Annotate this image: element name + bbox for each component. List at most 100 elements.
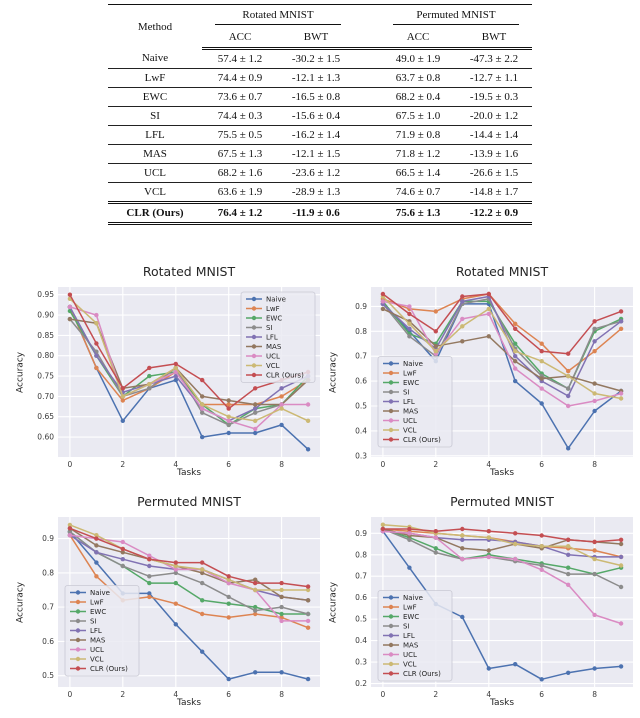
svg-text:0.65: 0.65 <box>37 412 54 421</box>
table-row-clr-ours: CLR (Ours) 76.4 ± 1.2 -11.9 ± 0.6 75.6 ± 1.… <box>108 201 532 225</box>
svg-text:0.85: 0.85 <box>37 331 54 340</box>
svg-text:0.6: 0.6 <box>355 593 367 602</box>
chart-rotated-mnist-left: 0.60 0.65 0.70 0.75 0.80 0.85 0.90 0.95 0 2 4 6 8 Nai… <box>14 263 324 487</box>
svg-text:SI: SI <box>266 324 273 332</box>
svg-text:MAS: MAS <box>403 407 419 415</box>
svg-text:UCL: UCL <box>266 352 280 360</box>
value-cell: 67.5 ± 1.0 <box>380 106 456 126</box>
table-subheader-acc-rotated: ACC <box>202 28 278 50</box>
table-subheader-bwt-permuted: BWT <box>456 28 532 50</box>
spacer-cell <box>354 87 380 107</box>
value-cell: 74.4 ± 0.3 <box>202 106 278 126</box>
plot-area: 0.60 0.65 0.70 0.75 0.80 0.85 0.90 0.95 0 2 4 6 8 Nai… <box>37 287 320 469</box>
value-cell: -12.1 ± 1.3 <box>278 68 354 88</box>
x-axis-label: Tasks <box>176 698 202 708</box>
table-subheader-acc-permuted: ACC <box>380 28 456 50</box>
svg-text:0.8: 0.8 <box>42 568 54 577</box>
svg-text:VCL: VCL <box>90 655 104 663</box>
svg-text:VCL: VCL <box>266 362 280 370</box>
svg-text:CLR (Ours): CLR (Ours) <box>266 371 304 379</box>
svg-text:6: 6 <box>226 690 231 699</box>
svg-text:0.6: 0.6 <box>42 637 54 646</box>
value-cell: -12.2 ± 0.9 <box>456 201 532 225</box>
svg-text:4: 4 <box>173 460 178 469</box>
x-axis-label: Tasks <box>489 468 515 478</box>
value-cell: -20.0 ± 1.2 <box>456 106 532 126</box>
svg-text:2: 2 <box>433 690 438 699</box>
svg-text:VCL: VCL <box>403 426 417 434</box>
value-cell: -16.5 ± 0.8 <box>278 87 354 107</box>
method-cell: UCL <box>108 163 202 183</box>
svg-text:0.7: 0.7 <box>42 603 54 612</box>
table-header-permuted-mnist: Permuted MNIST <box>380 4 532 28</box>
table-row-lwf: LwF 74.4 ± 0.9 -12.1 ± 1.3 63.7 ± 0.8 -12.7 … <box>108 68 532 88</box>
value-cell: 74.4 ± 0.9 <box>202 68 278 88</box>
svg-text:8: 8 <box>592 460 597 469</box>
value-cell: 67.5 ± 1.3 <box>202 144 278 164</box>
value-cell: 49.0 ± 1.9 <box>380 48 456 69</box>
svg-text:6: 6 <box>539 460 544 469</box>
table-header-spacer <box>354 4 380 28</box>
svg-text:LwF: LwF <box>403 369 417 377</box>
table-row-naive: Naive 57.4 ± 1.2 -30.2 ± 1.5 49.0 ± 1.9 -47.… <box>108 48 532 69</box>
svg-text:8: 8 <box>279 460 284 469</box>
value-cell: 68.2 ± 1.6 <box>202 163 278 183</box>
svg-text:0.4: 0.4 <box>355 426 367 435</box>
svg-text:4: 4 <box>486 690 491 699</box>
value-cell: 76.4 ± 1.2 <box>202 201 278 225</box>
value-cell: 66.5 ± 1.4 <box>380 163 456 183</box>
chart-permuted-mnist-left: 0.5 0.6 0.7 0.8 0.9 0 2 4 6 8 Naive LwF EWC SI LFL MAS U… <box>14 493 324 717</box>
svg-text:2: 2 <box>120 460 125 469</box>
spacer-cell <box>354 68 380 88</box>
svg-text:LFL: LFL <box>403 632 415 640</box>
value-cell: -13.9 ± 1.6 <box>456 144 532 164</box>
svg-text:SI: SI <box>403 388 410 396</box>
results-table: Method Rotated MNIST Permuted MNIST ACC … <box>108 4 532 225</box>
spacer-cell <box>354 106 380 126</box>
chart-title: Permuted MNIST <box>450 494 554 509</box>
svg-text:LFL: LFL <box>403 398 415 406</box>
svg-text:0.9: 0.9 <box>42 534 54 543</box>
value-cell: -14.4 ± 1.4 <box>456 125 532 145</box>
spacer-cell <box>354 201 380 225</box>
table-row-lfl: LFL 75.5 ± 0.5 -16.2 ± 1.4 71.9 ± 0.8 -14.4 … <box>108 125 532 145</box>
svg-text:0.5: 0.5 <box>42 671 54 680</box>
value-cell: -15.6 ± 0.4 <box>278 106 354 126</box>
value-cell: -11.9 ± 0.6 <box>278 201 354 225</box>
svg-text:8: 8 <box>279 690 284 699</box>
svg-text:4: 4 <box>486 460 491 469</box>
method-cell: MAS <box>108 144 202 164</box>
chart-title: Rotated MNIST <box>455 264 549 279</box>
svg-text:0.7: 0.7 <box>355 352 367 361</box>
svg-text:VCL: VCL <box>403 660 417 668</box>
value-cell: -26.6 ± 1.5 <box>456 163 532 183</box>
table-group-label: Rotated MNIST <box>215 8 341 25</box>
svg-text:0.6: 0.6 <box>355 377 367 386</box>
spacer-cell <box>354 125 380 145</box>
svg-text:CLR (Ours): CLR (Ours) <box>403 436 441 444</box>
value-cell: 57.4 ± 1.2 <box>202 48 278 69</box>
value-cell: 63.7 ± 0.8 <box>380 68 456 88</box>
svg-text:0.7: 0.7 <box>355 572 367 581</box>
svg-text:6: 6 <box>539 690 544 699</box>
value-cell: 68.2 ± 0.4 <box>380 87 456 107</box>
svg-text:0.3: 0.3 <box>355 658 367 667</box>
y-axis-label: Accuracy <box>328 581 339 623</box>
svg-text:SI: SI <box>90 617 97 625</box>
svg-text:0: 0 <box>68 690 73 699</box>
svg-text:0.8: 0.8 <box>355 327 367 336</box>
svg-text:0.5: 0.5 <box>355 615 367 624</box>
svg-text:0: 0 <box>381 460 386 469</box>
results-table-body: Naive 57.4 ± 1.2 -30.2 ± 1.5 49.0 ± 1.9 -47.… <box>108 48 532 225</box>
value-cell: -28.9 ± 1.3 <box>278 182 354 203</box>
value-cell: 75.6 ± 1.3 <box>380 201 456 225</box>
spacer-cell <box>354 144 380 164</box>
svg-text:4: 4 <box>173 690 178 699</box>
svg-text:0: 0 <box>68 460 73 469</box>
value-cell: -47.3 ± 2.2 <box>456 48 532 69</box>
spacer-cell <box>354 163 380 183</box>
value-cell: 74.6 ± 0.7 <box>380 182 456 203</box>
chart-title: Permuted MNIST <box>137 494 241 509</box>
value-cell: 63.6 ± 1.9 <box>202 182 278 203</box>
